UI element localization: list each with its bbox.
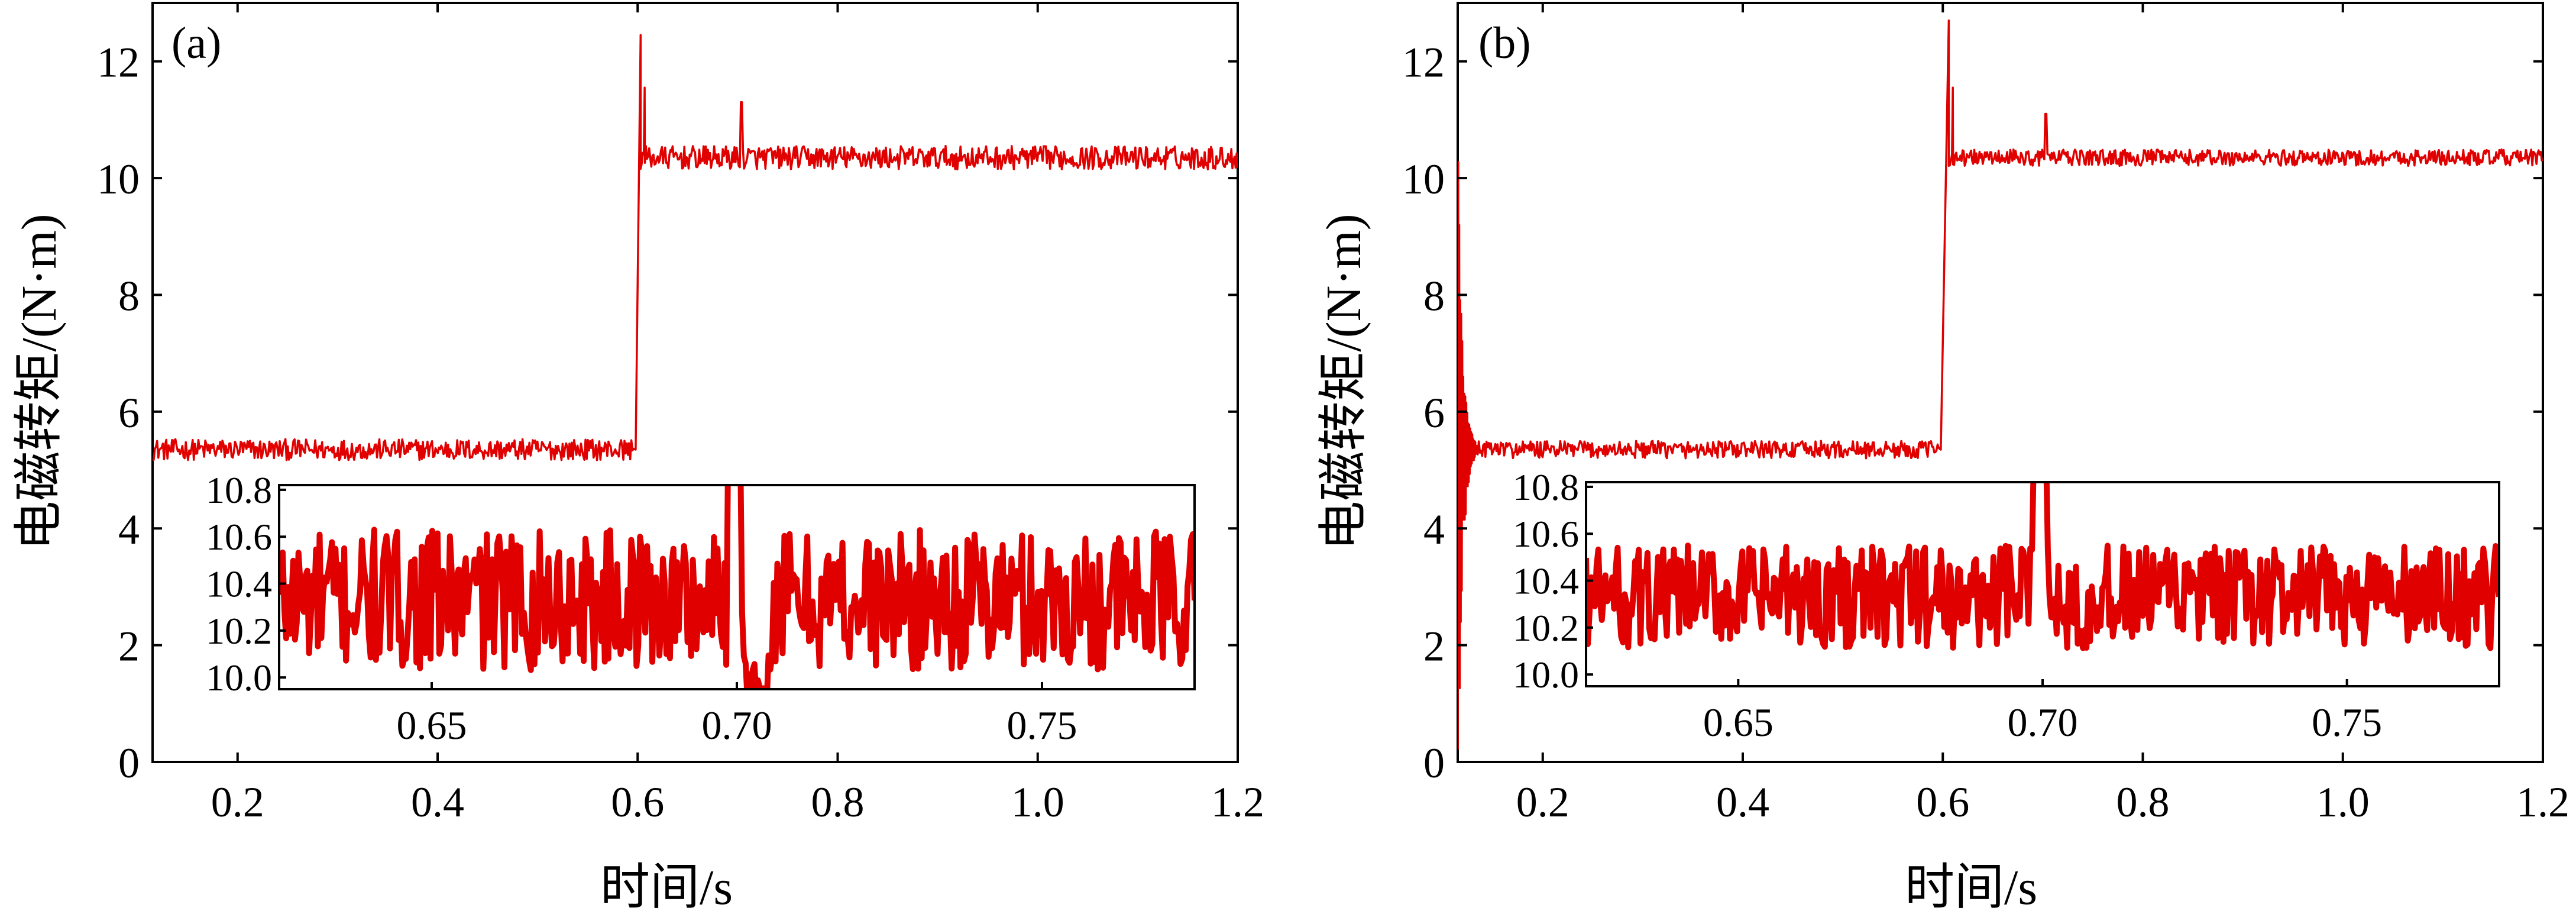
panel-a-x-ticks: 0.2 0.4 0.6 0.8 1.0 1.2 — [211, 3, 1264, 826]
inset-y-tick-label: 10.2 — [206, 610, 272, 652]
panel-a-inset-x-ticks: 0.65 0.70 0.75 — [397, 682, 1077, 748]
panel-a-main-series — [153, 34, 1238, 461]
panel-b-inset-series — [1586, 482, 2499, 651]
x-tick-label: 0.2 — [1516, 779, 1569, 826]
y-tick-label: 4 — [118, 506, 140, 553]
inset-y-tick-label: 10.0 — [1513, 654, 1579, 696]
inset-x-tick-label: 0.65 — [1703, 700, 1774, 745]
torque-series-line — [1458, 19, 2543, 750]
panel-b-label: (b) — [1478, 18, 1531, 68]
inset-y-tick-label: 10.6 — [206, 516, 272, 558]
panel-a-inset-series — [279, 485, 1195, 689]
torque-series-line — [153, 34, 1238, 461]
inset-y-tick-label: 10.0 — [206, 657, 272, 699]
x-tick-label: 0.6 — [1916, 779, 1969, 826]
x-tick-label: 0.8 — [2117, 779, 2170, 826]
y-tick-label: 6 — [1423, 389, 1445, 437]
x-tick-label: 1.2 — [2516, 779, 2569, 826]
y-tick-label: 0 — [118, 739, 140, 787]
panel-a-label: (a) — [171, 18, 221, 68]
y-tick-label: 2 — [1423, 623, 1445, 670]
panel-a-x-axis-title: 时间/s — [600, 860, 733, 914]
inset-x-tick-label: 0.75 — [2312, 700, 2382, 745]
panel-b-y-ticks: 0 2 4 6 8 10 12 — [1402, 39, 2543, 787]
x-tick-label: 1.0 — [1011, 779, 1064, 826]
inset-y-tick-label: 10.8 — [206, 469, 272, 511]
y-tick-label: 12 — [97, 39, 140, 86]
panel-b-main-series — [1458, 19, 2543, 750]
panel-b-inset-x-ticks: 0.65 0.70 0.75 — [1703, 679, 2382, 745]
inset-x-tick-label: 0.65 — [397, 703, 467, 748]
y-tick-label: 4 — [1423, 506, 1445, 553]
y-tick-label: 10 — [1402, 156, 1445, 203]
inset-x-tick-label: 0.75 — [1007, 703, 1077, 748]
inset-y-tick-label: 10.4 — [1513, 560, 1579, 602]
inset-y-tick-label: 10.2 — [1513, 607, 1579, 649]
panel-a: 0.2 0.4 0.6 0.8 1.0 1.2 0 2 4 6 8 10 12 0.65 0.70 0.7… — [12, 2, 1264, 914]
inset-y-tick-label: 10.8 — [1513, 466, 1579, 508]
x-tick-label: 0.4 — [1716, 779, 1769, 826]
panel-b-y-axis-title: 电磁转矩/(N·m) — [1316, 214, 1371, 550]
x-tick-label: 0.2 — [211, 779, 264, 826]
panel-b-inset-y-ticks: 10.0 10.2 10.4 10.6 10.8 — [1513, 466, 1593, 696]
inset-x-tick-label: 0.70 — [2008, 700, 2078, 745]
panel-a-y-ticks: 0 2 4 6 8 10 12 — [97, 39, 1238, 787]
y-tick-label: 10 — [97, 156, 140, 203]
y-tick-label: 8 — [1423, 272, 1445, 319]
inset-y-tick-label: 10.4 — [206, 563, 272, 605]
inset-x-tick-label: 0.70 — [702, 703, 772, 748]
x-tick-label: 1.2 — [1211, 779, 1264, 826]
y-tick-label: 0 — [1423, 739, 1445, 787]
inset-y-tick-label: 10.6 — [1513, 513, 1579, 555]
x-tick-label: 1.0 — [2316, 779, 2370, 826]
y-tick-label: 12 — [1402, 39, 1445, 86]
panel-b: 0.2 0.4 0.6 0.8 1.0 1.2 0 2 4 6 8 10 12 0.65 0.70 0.7… — [1316, 2, 2569, 914]
panel-b-inset-frame — [1585, 481, 2500, 687]
x-tick-label: 0.4 — [411, 779, 464, 826]
panel-a-y-axis-title: 电磁转矩/(N·m) — [12, 214, 67, 550]
y-tick-label: 2 — [118, 623, 140, 670]
x-tick-label: 0.8 — [811, 779, 865, 826]
inset-torque-series-line — [279, 485, 1195, 689]
inset-torque-series-line — [1586, 482, 2499, 651]
panel-a-inset-y-ticks: 10.0 10.2 10.4 10.6 10.8 — [206, 469, 286, 699]
y-tick-label: 8 — [118, 272, 140, 319]
y-tick-label: 6 — [118, 389, 140, 437]
x-tick-label: 0.6 — [611, 779, 664, 826]
panel-b-x-ticks: 0.2 0.4 0.6 0.8 1.0 1.2 — [1516, 3, 2569, 826]
panel-b-x-axis-title: 时间/s — [1905, 860, 2037, 914]
